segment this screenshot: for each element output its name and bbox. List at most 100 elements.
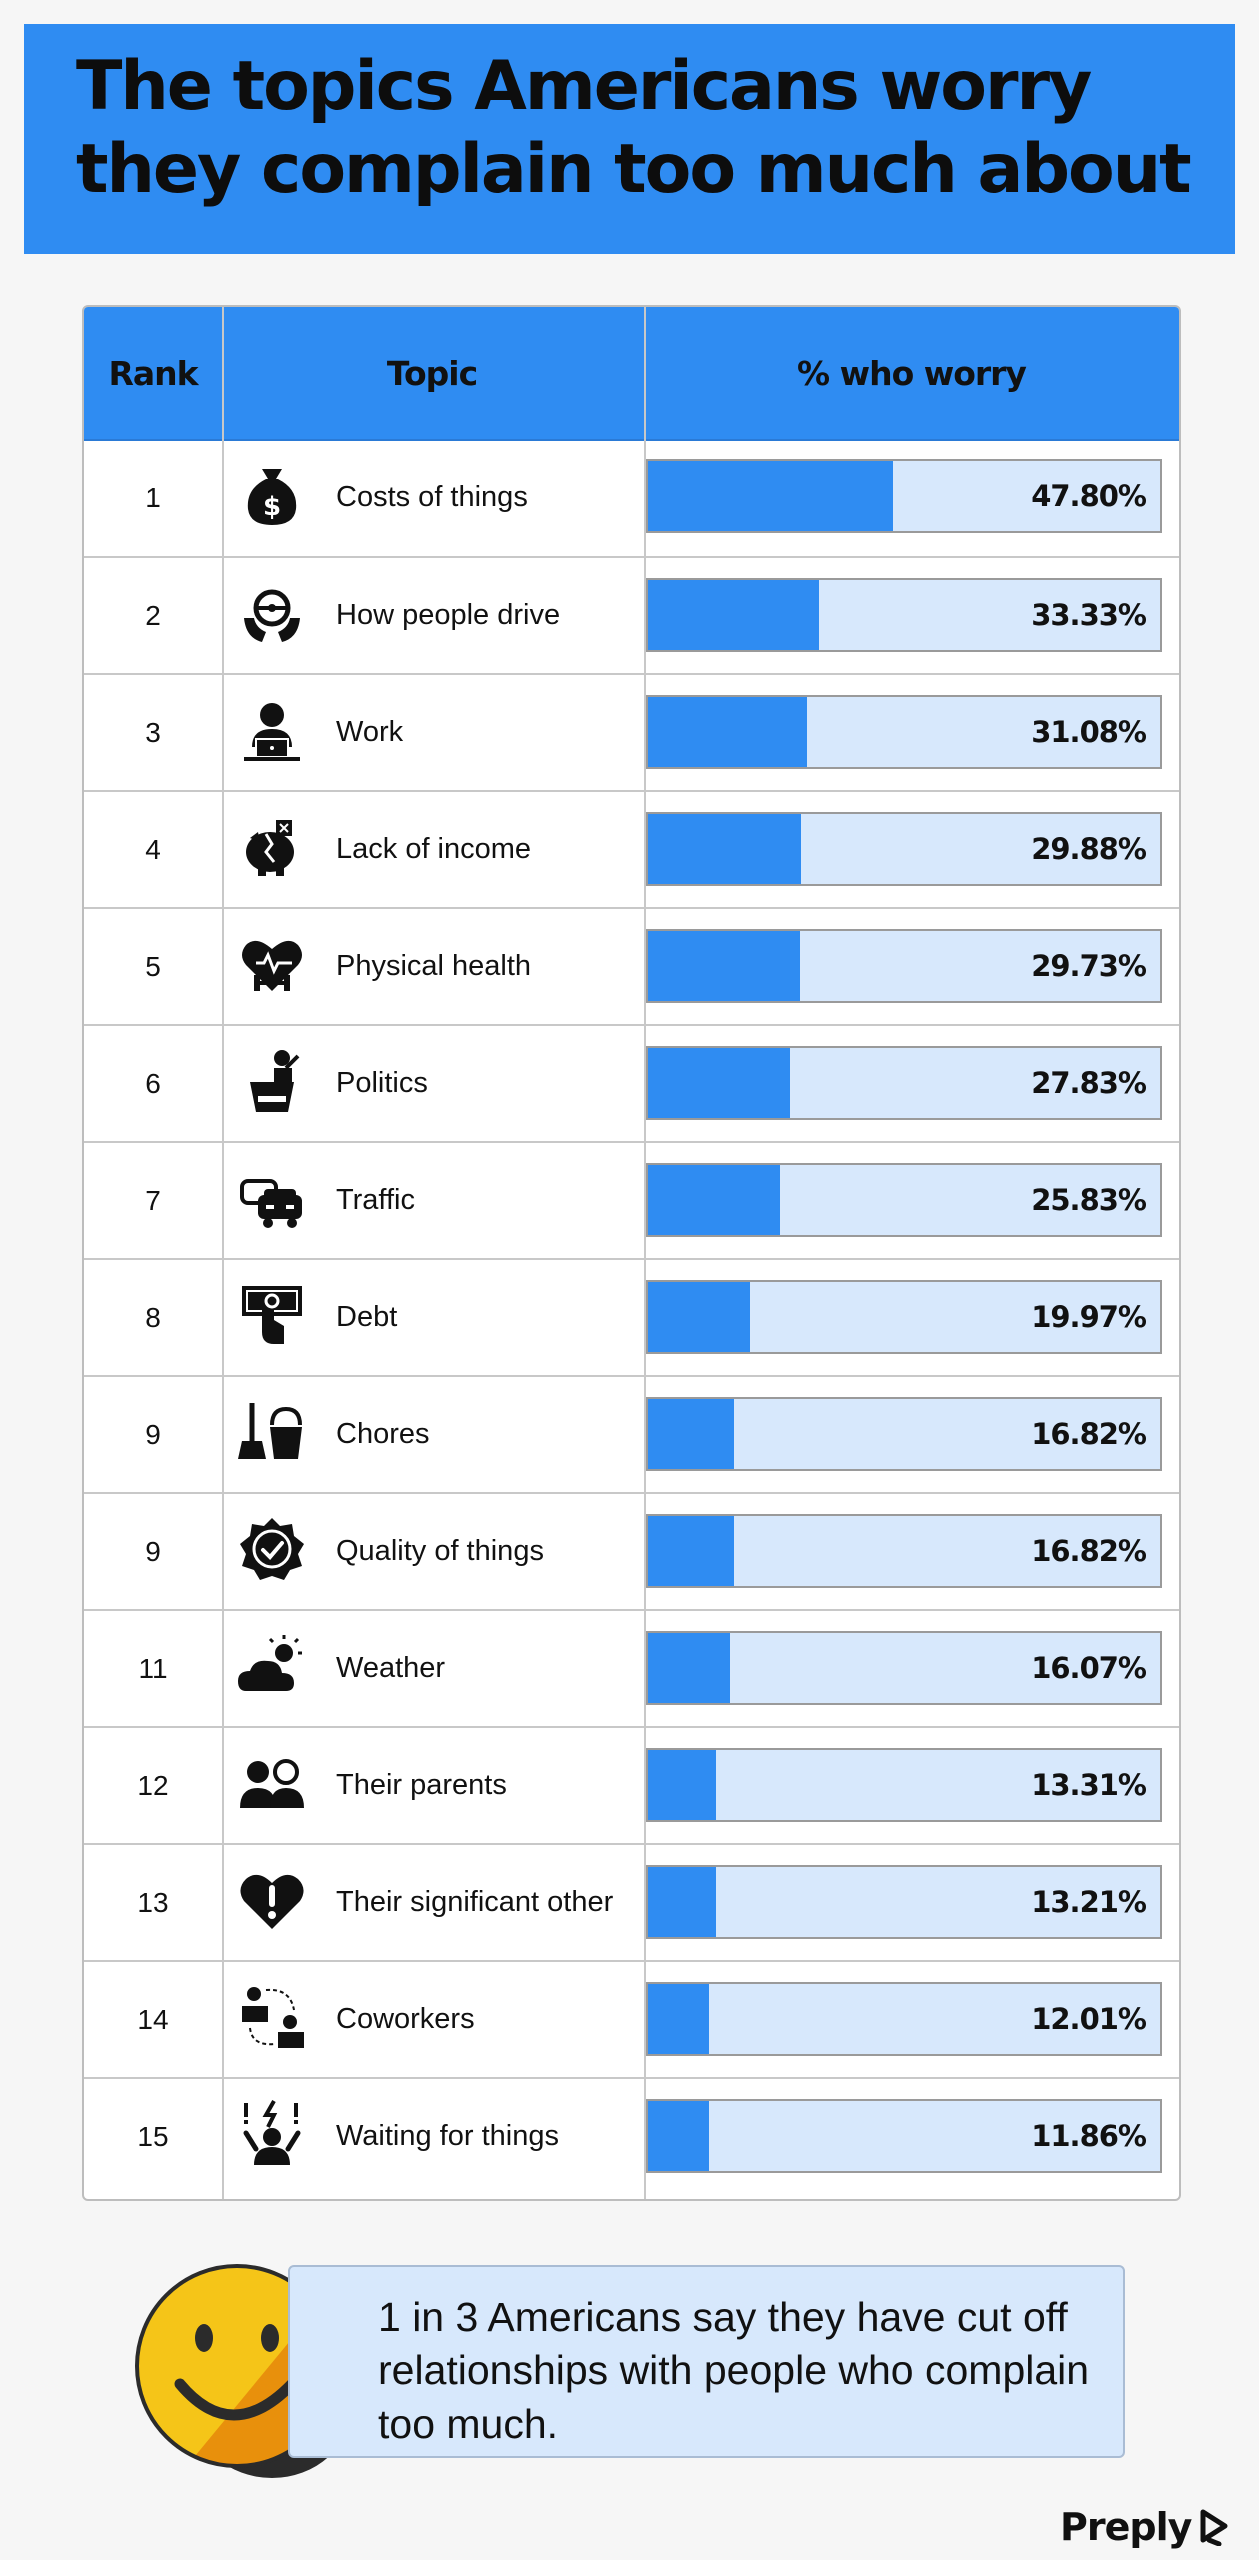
topic-label: Lack of income [336,833,532,865]
topic-label: Chores [336,1418,430,1450]
hand-banknote-icon [242,1286,302,1344]
bar-value-label: 16.82% [1031,1417,1147,1451]
topic-label: Politics [336,1067,428,1099]
rank-value: 5 [145,950,161,982]
bar-value-label: 19.97% [1031,1300,1147,1334]
bar-value-label: 13.31% [1031,1768,1147,1802]
bar-track: 16.07% [646,1631,1162,1705]
bar-track: 19.97% [646,1280,1162,1354]
column-divider [222,307,224,2199]
bar-value-label: 16.07% [1031,1651,1147,1685]
rank-value: 6 [145,1067,161,1099]
bar [648,2101,709,2171]
table-body: 1 $ Costs of things 47.80% 2 How people drive… [84,439,1179,2194]
table-header: Rank Topic % who worry [84,307,1179,441]
bar-value-label: 31.08% [1031,715,1147,749]
bar [648,931,800,1001]
bar [648,1867,716,1937]
bar-track: 31.08% [646,695,1162,769]
brand-name: Preply [1060,2505,1192,2549]
bar [648,1633,730,1703]
heart-alert-icon [240,1874,304,1929]
rank-value: 9 [145,1535,161,1567]
quality-badge-icon [240,1518,304,1580]
table-row: 3 Work 31.08% [84,673,1179,790]
column-divider [644,307,646,2199]
bar-track: 29.88% [646,812,1162,886]
impatient-person-icon [243,2100,301,2165]
rank-value: 1 [145,481,161,513]
bar [648,1516,734,1586]
rank-value: 12 [137,1769,169,1801]
podium-speaker-icon [250,1050,300,1112]
callout-box: 1 in 3 Americans say they have cut off r… [288,2265,1125,2458]
bar [648,1165,780,1235]
bar-value-label: 29.88% [1031,832,1147,866]
bar [648,814,801,884]
topic-label: Weather [336,1652,446,1684]
heart-dumbbell-icon [242,940,302,991]
header-rank: Rank [108,353,198,393]
worker-laptop-icon [244,703,300,761]
bar [648,1750,716,1820]
rank-value: 7 [145,1184,161,1216]
table-row: 9 Quality of things 16.82% [84,1492,1179,1609]
ranking-table: Rank Topic % who worry 1 $ Costs of things… [82,305,1181,2201]
bar [648,461,893,531]
header-topic: Topic [386,353,478,393]
bar-track: 11.86% [646,2099,1162,2173]
bar-track: 47.80% [646,459,1162,533]
table-row: 7 Traffic 25.83% [84,1141,1179,1258]
bar-value-label: 11.86% [1031,2119,1147,2153]
table-row: 1 $ Costs of things 47.80% [84,439,1179,556]
table-row: 2 How people drive 33.33% [84,556,1179,673]
rank-value: 8 [145,1301,161,1333]
table-row: 4 Lack of income 29.88% [84,790,1179,907]
topic-label: Traffic [336,1184,415,1216]
topic-label: How people drive [336,599,561,631]
topic-label: Coworkers [336,2003,475,2035]
bar [648,1399,734,1469]
broom-bucket-icon [238,1403,302,1459]
bar [648,1282,750,1352]
topic-label: Debt [336,1301,398,1333]
topic-label: Work [336,716,404,748]
bar-track: 13.21% [646,1865,1162,1939]
title-banner: The topics Americans worry they complain… [24,24,1235,254]
rank-value: 3 [145,716,161,748]
rank-value: 13 [137,1886,169,1918]
topic-label: Their significant other [336,1886,614,1918]
bar [648,1048,790,1118]
bar-value-label: 33.33% [1031,598,1147,632]
topic-label: Waiting for things [336,2120,559,2152]
rank-value: 15 [137,2120,169,2152]
topic-label: Quality of things [336,1535,544,1567]
bar-track: 12.01% [646,1982,1162,2056]
bar [648,697,807,767]
table-row: 15 Waiting for things 11.86% [84,2077,1179,2194]
bar-track: 16.82% [646,1514,1162,1588]
header-percent: % who worry [797,353,1027,393]
bar-track: 27.83% [646,1046,1162,1120]
broken-piggy-bank-icon [246,820,294,876]
bar-value-label: 29.73% [1031,949,1147,983]
topic-label: Their parents [336,1769,507,1801]
steering-wheel-icon [244,589,300,642]
bar-track: 33.33% [646,578,1162,652]
table-row: 6 Politics 27.83% [84,1024,1179,1141]
bar-value-label: 47.80% [1031,479,1147,513]
bar-track: 29.73% [646,929,1162,1003]
money-bag-icon: $ [247,469,297,525]
bar-track: 16.82% [646,1397,1162,1471]
rank-value: 9 [145,1418,161,1450]
table-row: 14 Coworkers 12.01% [84,1960,1179,2077]
coworkers-icon [242,1987,304,2048]
topic-label: Physical health [336,950,532,982]
cars-icon [240,1179,302,1228]
rank-value: 11 [138,1652,168,1684]
brand-logo: Preply [1060,2505,1231,2549]
svg-text:$: $ [263,492,281,522]
bar-value-label: 12.01% [1031,2002,1147,2036]
bar-value-label: 27.83% [1031,1066,1147,1100]
bar [648,580,819,650]
